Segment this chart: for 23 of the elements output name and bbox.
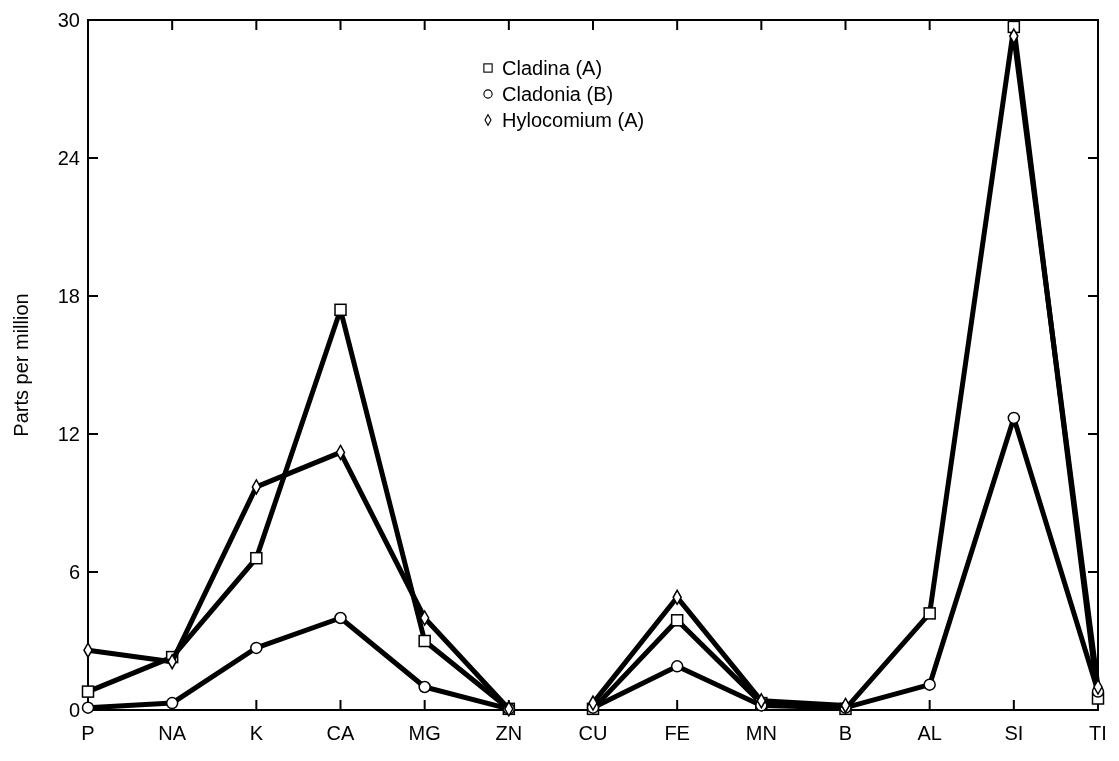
legend-label: Cladina (A) (502, 57, 603, 79)
x-tick-label: TI (1089, 722, 1107, 744)
x-tick-label: ZN (495, 722, 523, 744)
y-tick-label: 6 (68, 561, 80, 583)
y-tick-label: 0 (68, 699, 80, 721)
x-tick-label: K (249, 722, 264, 744)
y-tick-label: 24 (57, 147, 80, 169)
x-tick-label: B (838, 722, 853, 744)
x-tick-label: MG (408, 722, 441, 744)
x-tick-label: MN (745, 722, 777, 744)
y-axis-title: Parts per million (10, 293, 32, 437)
legend-label: Hylocomium (A) (502, 109, 645, 131)
x-tick-label: NA (158, 722, 187, 744)
x-tick-label: SI (1004, 722, 1024, 744)
x-tick-label: CU (578, 722, 608, 744)
legend-label: Cladonia (B) (502, 83, 614, 105)
y-tick-label: 18 (57, 285, 80, 307)
y-tick-label: 30 (57, 9, 80, 31)
x-tick-label: AL (917, 722, 942, 744)
y-tick-label: 12 (57, 423, 80, 445)
x-tick-label: CA (326, 722, 356, 744)
x-tick-label: FE (664, 722, 690, 744)
x-tick-label: P (81, 722, 95, 744)
